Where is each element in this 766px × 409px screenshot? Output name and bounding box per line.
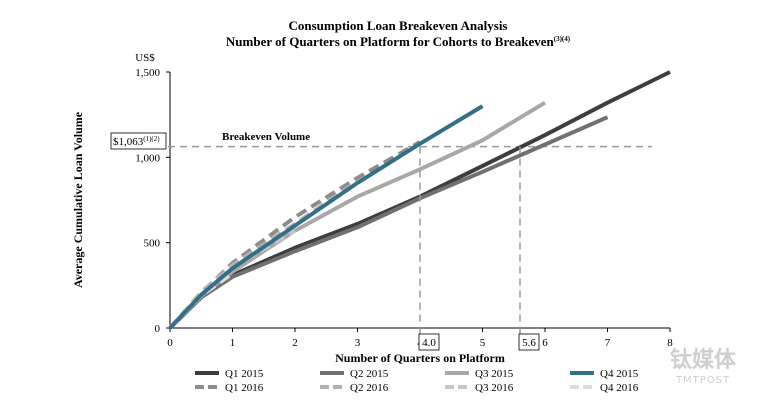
x-tick-label: 2: [292, 337, 298, 349]
series-line-q2-2015: [168, 115, 609, 330]
breakeven-marker-label: 4.0: [422, 337, 436, 349]
y-tick-label: 500: [144, 238, 161, 250]
x-axis-title: Number of Quarters on Platform: [335, 351, 505, 365]
series-line-q4-2015: [168, 104, 484, 330]
legend: Q1 2015 Q2 2015 Q3 2015 Q4 2015 Q1 2016 Q2 20…: [195, 368, 639, 394]
watermark-en: TMTPOST: [675, 375, 730, 386]
y-tick-label: 1,000: [135, 152, 160, 164]
breakeven-marker-box: [518, 333, 540, 351]
x-tick-label: 7: [605, 337, 611, 349]
series-lines: [168, 70, 671, 330]
legend-label: Q3 2016: [475, 382, 514, 394]
breakeven-marker-box: [418, 333, 440, 351]
breakeven-markers: 4.0 5.6: [418, 146, 540, 351]
y-tick-label: 1,500: [135, 67, 160, 79]
breakeven-value-label: $1,063(1)(2): [113, 135, 160, 148]
y-tick-labels: 0 500 1,000 1,500: [135, 67, 170, 335]
breakeven-value-box: [110, 132, 167, 150]
breakeven-reference: Breakeven Volume $1,063(1)(2): [110, 131, 652, 150]
series-line-q1-2016: [168, 140, 421, 330]
chart-title: Consumption Loan Breakeven Analysis: [288, 18, 507, 33]
breakeven-marker-label: 5.6: [522, 337, 536, 349]
series-line-q4-2016: [168, 271, 234, 330]
breakeven-label: Breakeven Volume: [222, 131, 310, 143]
legend-label: Q2 2016: [350, 382, 389, 394]
legend-label: Q2 2015: [350, 368, 389, 380]
x-tick-label: 1: [230, 337, 236, 349]
legend-label: Q4 2016: [600, 382, 639, 394]
x-tick-label: 8: [667, 337, 673, 349]
watermark: 钛媒体 TMTPOST: [670, 347, 737, 386]
chart-subtitle: Number of Quarters on Platform for Cohor…: [226, 34, 571, 49]
y-axis-title: Average Cumulative Loan Volume: [71, 111, 85, 288]
x-tick-label: 6: [542, 337, 548, 349]
x-tick-label: 5: [480, 337, 486, 349]
x-tick-label: 3: [355, 337, 361, 349]
y-tick-label: 0: [155, 323, 161, 335]
watermark-cn: 钛媒体: [670, 347, 737, 373]
legend-label: Q4 2015: [600, 368, 639, 380]
y-unit-label: US$: [135, 52, 155, 64]
legend-label: Q3 2015: [475, 368, 514, 380]
x-tick-label: 0: [167, 337, 173, 349]
legend-label: Q1 2016: [225, 382, 264, 394]
legend-label: Q1 2015: [225, 368, 264, 380]
